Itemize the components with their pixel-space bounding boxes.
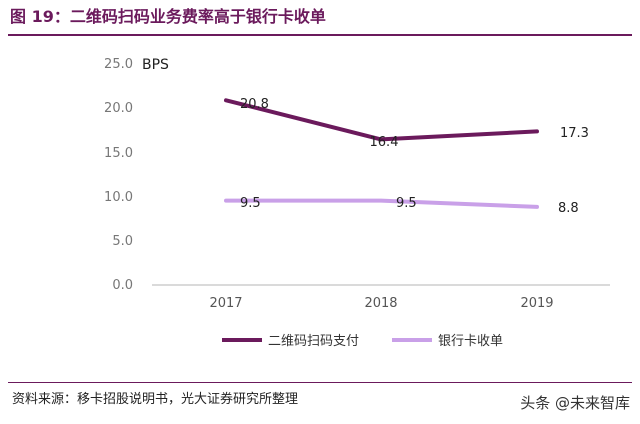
x-tick-label: 2017 <box>209 296 242 311</box>
legend: 二维码扫码支付 银行卡收单 <box>222 334 503 349</box>
legend-label: 银行卡收单 <box>438 334 503 349</box>
source-divider <box>8 382 632 383</box>
y-tick-label: 10.0 <box>104 190 133 205</box>
source-note: 资料来源：移卡招股说明书，光大证券研究所整理 <box>12 392 299 407</box>
line-chart: 25.0 20.0 15.0 10.0 5.0 0.0 BPS 2017 201… <box>104 57 610 349</box>
data-label: 16.4 <box>370 135 399 150</box>
y-tick-label: 20.0 <box>104 101 133 116</box>
y-tick-label: 15.0 <box>104 146 133 161</box>
x-tick-label: 2018 <box>364 296 397 311</box>
y-axis-unit: BPS <box>142 57 169 73</box>
y-tick-label: 5.0 <box>112 234 133 249</box>
data-label: 20.8 <box>240 97 269 112</box>
data-label: 8.8 <box>558 201 579 216</box>
data-labels-bank-card: 9.5 9.5 8.8 <box>240 196 579 216</box>
data-label: 9.5 <box>240 196 261 211</box>
x-tick-label: 2019 <box>520 296 553 311</box>
y-tick-label: 25.0 <box>104 57 133 72</box>
x-axis: 2017 2018 2019 <box>209 296 553 311</box>
y-axis: 25.0 20.0 15.0 10.0 5.0 0.0 BPS <box>104 57 169 293</box>
series-line-qr-payment <box>224 98 539 142</box>
figure-title: 图 19：二维码扫码业务费率高于银行卡收单 <box>10 7 326 26</box>
legend-label: 二维码扫码支付 <box>268 334 359 349</box>
data-label: 17.3 <box>560 126 589 141</box>
data-labels-qr-payment: 20.8 16.4 17.3 <box>240 97 589 150</box>
watermark: 头条 @未来智库 <box>520 394 630 412</box>
y-tick-label: 0.0 <box>112 278 133 293</box>
title-divider <box>8 34 632 36</box>
data-label: 9.5 <box>396 196 417 211</box>
series-line-bank-card <box>224 198 539 209</box>
